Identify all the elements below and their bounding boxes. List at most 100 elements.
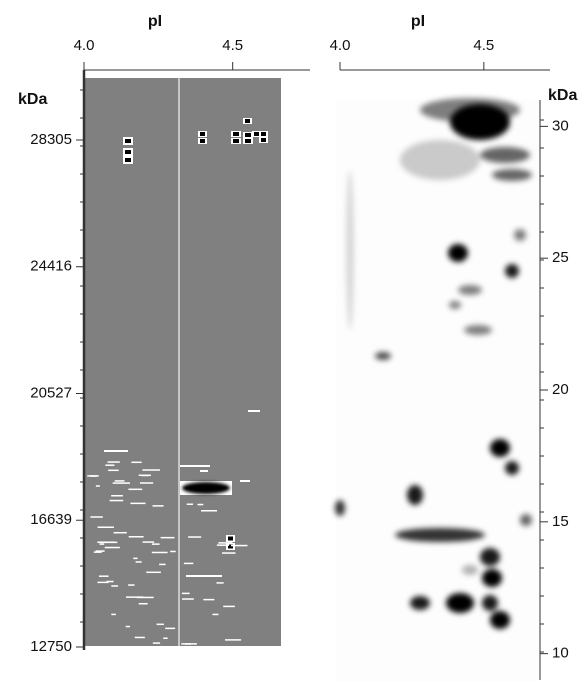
band-dash [104, 450, 128, 452]
band-dash [223, 605, 235, 608]
band-dash [136, 596, 154, 599]
band-dash [231, 544, 248, 547]
band-dash [182, 598, 194, 600]
band-dash [186, 575, 222, 577]
spot [505, 264, 519, 278]
band-dash [170, 550, 176, 553]
band-dash [90, 475, 97, 477]
band-dash [160, 536, 175, 539]
spot-core [261, 138, 266, 142]
spot [490, 439, 510, 457]
x-tick-label: 4.0 [330, 37, 351, 54]
band-dash [104, 546, 120, 549]
spot-cluster-core [182, 482, 230, 494]
band-dash [151, 543, 160, 545]
right-spots [335, 98, 532, 629]
band-dash [159, 563, 166, 566]
spot [449, 301, 461, 309]
band-dash [95, 550, 105, 552]
spot-core [233, 139, 239, 143]
band-dash [128, 488, 143, 491]
spot [482, 569, 502, 587]
band-dash [186, 503, 194, 505]
spot [407, 485, 423, 505]
y-tick-label: 25 [552, 249, 569, 266]
spot [335, 500, 345, 516]
x-axis-label: pI [411, 13, 425, 30]
spot-core [261, 132, 266, 136]
right-gel [336, 100, 540, 682]
y-axis-label: kDa [548, 87, 577, 104]
band-dash [93, 551, 102, 553]
x-axis-label: pI [148, 13, 162, 30]
band-dash [99, 543, 105, 545]
spot [446, 593, 474, 613]
band-dash [203, 598, 215, 601]
band-dash [125, 625, 131, 628]
y-tick-label: 15 [552, 513, 569, 530]
spot [514, 229, 526, 241]
spot [375, 352, 391, 360]
band-dash [163, 637, 168, 640]
band-dash [139, 482, 154, 484]
band-dash [97, 526, 114, 528]
band-dash [135, 561, 142, 563]
band-dash [131, 461, 142, 464]
y-tick-label: 12750 [30, 638, 72, 655]
band-dash [111, 585, 119, 587]
band-dash [95, 485, 100, 487]
band-dash [212, 613, 219, 616]
band-dash [128, 536, 144, 538]
band-dash [111, 613, 116, 616]
spot [464, 325, 492, 335]
band-dash [218, 542, 233, 544]
y-tick-label: 20 [552, 381, 569, 398]
spot-core [254, 132, 259, 136]
band-dash [225, 639, 242, 641]
y-tick-label: 24416 [30, 258, 72, 275]
spot [462, 565, 478, 575]
band-dash [113, 531, 127, 534]
band-dash [105, 464, 115, 466]
band-dash [107, 461, 120, 463]
spot [420, 98, 520, 122]
spot-core [245, 119, 250, 123]
band-dash [184, 643, 191, 645]
y-tick-label: 20527 [30, 384, 72, 401]
spot-core [245, 139, 251, 143]
spot-core [228, 544, 233, 549]
band-dash [114, 480, 125, 482]
band-dash [146, 571, 161, 574]
spot [505, 461, 519, 475]
band-dash [109, 499, 124, 502]
band-dash [108, 469, 119, 472]
band-dash [200, 510, 218, 512]
band-dash [126, 596, 144, 598]
band-dash [216, 544, 230, 546]
band-dash [152, 642, 161, 644]
left-spots [87, 118, 268, 645]
spot-core [233, 132, 239, 136]
band-dash [106, 580, 114, 583]
spot-core [125, 158, 131, 162]
band-dash [98, 575, 109, 577]
x-tick-label: 4.5 [473, 37, 494, 54]
band-dash [138, 602, 148, 605]
y-tick-label: 28305 [30, 131, 72, 148]
band-dash [133, 557, 138, 560]
band-dash [200, 470, 208, 472]
band-dash [216, 582, 224, 584]
spot [448, 244, 468, 262]
band-dash [156, 623, 164, 626]
spot [346, 170, 354, 330]
band-dash [128, 584, 135, 586]
spot [410, 596, 430, 610]
y-tick-label: 30 [552, 117, 569, 134]
spot [490, 611, 510, 629]
spot-core [200, 139, 205, 143]
spot [480, 147, 530, 163]
y-axis-label: kDa [18, 91, 47, 108]
band-dash [142, 469, 160, 471]
spot-core [200, 132, 205, 136]
left-gel [84, 78, 281, 646]
